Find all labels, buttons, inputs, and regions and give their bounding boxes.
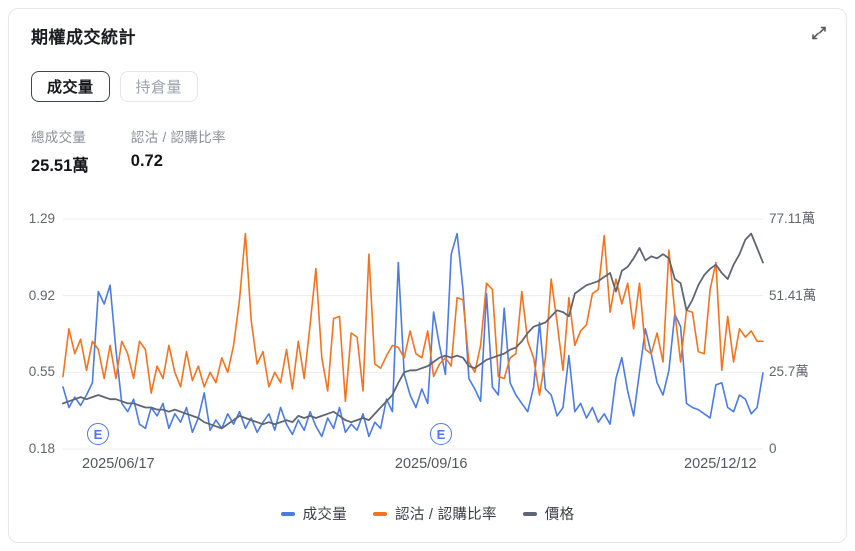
x-axis-tick: 2025/12/12	[684, 456, 757, 472]
series-line-1	[62, 232, 764, 403]
legend-swatch-volume	[280, 511, 295, 516]
view-tabs: 成交量 持倉量	[31, 71, 199, 102]
chart-legend: 成交量 認沽 / 認購比率 價格	[9, 503, 846, 524]
stat-label-put-call-ratio: 認沽 / 認購比率	[130, 130, 226, 145]
options-volume-line-chart	[62, 218, 764, 450]
tab-open-interest[interactable]: 持倉量	[119, 71, 199, 102]
right-axis-tick: 77.11萬	[769, 211, 816, 226]
expand-button[interactable]	[806, 21, 832, 47]
left-axis-tick: 0.92	[28, 287, 55, 303]
stat-value-put-call-ratio: 0.72	[130, 152, 163, 170]
stats-row: 總成交量 25.51萬 認沽 / 認購比率 0.72	[31, 126, 226, 176]
stat-label-total-volume: 總成交量	[31, 130, 87, 145]
series-line-2	[62, 232, 764, 430]
legend-swatch-price	[522, 511, 537, 516]
legend-label-put-call-ratio: 認沽 / 認購比率	[395, 507, 497, 523]
options-stats-card: 期權成交統計 成交量 持倉量 總成交量 25.51萬 認沽 / 認購比率 0.7…	[8, 8, 847, 543]
right-axis-tick: 25.7萬	[769, 364, 809, 380]
legend-swatch-put-call-ratio	[373, 511, 387, 516]
series-line-0	[62, 232, 764, 438]
left-axis-tick: 0.55	[28, 364, 55, 380]
legend-label-price: 價格	[544, 507, 575, 523]
left-axis-tick: 0.18	[28, 441, 55, 456]
legend-label-volume: 成交量	[302, 507, 347, 523]
legend-item-put-call-ratio[interactable]: 認沽 / 認購比率	[373, 503, 497, 524]
stat-total-volume: 總成交量 25.51萬	[31, 126, 89, 176]
legend-item-price[interactable]: 價格	[522, 503, 575, 524]
event-marker[interactable]: E	[430, 423, 452, 445]
tab-volume[interactable]: 成交量	[31, 71, 110, 102]
stat-value-total-volume: 25.51萬	[31, 157, 89, 175]
x-axis-tick: 2025/06/17	[82, 456, 155, 472]
page-title: 期權成交統計	[31, 28, 136, 47]
right-axis-tick: 0	[769, 441, 777, 456]
right-axis-tick: 51.41萬	[769, 287, 817, 303]
stat-put-call-ratio: 認沽 / 認購比率 0.72	[131, 126, 226, 176]
left-axis-tick: 1.29	[28, 211, 55, 226]
event-marker[interactable]: E	[87, 423, 109, 445]
legend-item-volume[interactable]: 成交量	[280, 503, 347, 524]
x-axis-tick: 2025/09/16	[394, 456, 468, 472]
expand-icon	[812, 26, 826, 39]
